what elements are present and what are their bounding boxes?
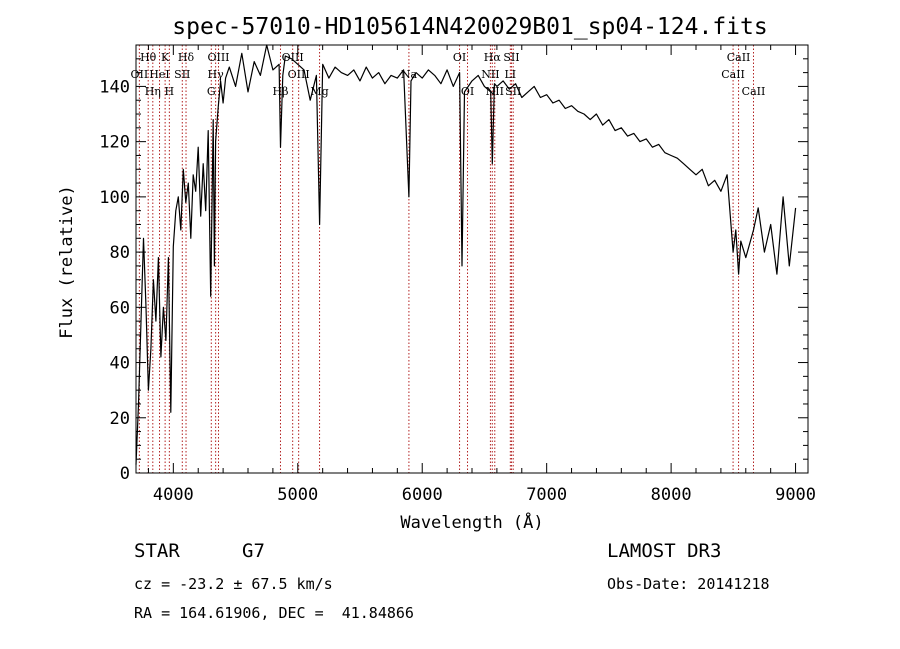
line-id-label: CaII (742, 85, 766, 98)
line-id-label: CaII (727, 51, 751, 64)
flux-line (135, 44, 797, 465)
line-id-label: CaII (721, 68, 745, 81)
line-id-label: NII (481, 68, 499, 81)
y-tick-label: 40 (110, 354, 130, 374)
y-tick-label: 120 (99, 133, 130, 153)
plot-frame (135, 44, 809, 474)
line-id-label: OIII (207, 51, 229, 64)
object-subclass: G7 (242, 540, 265, 562)
y-tick-label: 0 (120, 464, 130, 484)
line-id-label: Hγ (208, 68, 225, 81)
object-class: STAR (134, 540, 180, 562)
x-tick-label: 4000 (153, 485, 194, 505)
line-id-label: Hβ (273, 85, 289, 98)
line-id-label: SII (503, 51, 519, 64)
coordinates-text: RA = 164.61906, DEC = 41.84866 (134, 604, 414, 622)
line-id-label: LI (505, 68, 517, 81)
line-id-label: K (161, 51, 170, 64)
x-axis-label: Wavelength (Å) (400, 511, 543, 533)
x-tick-label: 9000 (775, 485, 816, 505)
line-id-label: SII (174, 68, 190, 81)
line-id-label: Hα (484, 51, 502, 64)
line-id-label: OII (131, 68, 149, 81)
x-tick-label: 6000 (402, 485, 443, 505)
line-id-label: H (165, 85, 175, 98)
survey-name: LAMOST DR3 (607, 540, 722, 562)
y-tick-label: 140 (99, 77, 130, 97)
y-tick-label: 20 (110, 409, 130, 429)
x-axis: 4000 5000 6000 7000 8000 9000 (147, 45, 816, 505)
line-id-label: Mg (310, 85, 328, 98)
y-axis-label: Flux (relative) (57, 185, 77, 339)
line-id-label: Hθ (140, 51, 157, 64)
x-tick-label: 7000 (526, 485, 567, 505)
x-tick-label: 5000 (277, 485, 318, 505)
line-id-label: Hδ (178, 51, 195, 64)
observation-date: Obs-Date: 20141218 (607, 575, 770, 593)
line-markers (138, 45, 754, 473)
y-tick-label: 100 (99, 188, 130, 208)
spectrum-series (135, 44, 797, 465)
y-axis: 0 20 40 60 80 100 120 140 (99, 58, 808, 484)
line-id-label: HeI (149, 68, 169, 81)
line-id-label: OI (453, 51, 466, 64)
y-tick-label: 80 (110, 243, 130, 263)
line-id-label: Hη (145, 85, 161, 98)
line-id-label: G (207, 85, 216, 98)
x-tick-label: 8000 (651, 485, 692, 505)
redshift-text: cz = -23.2 ± 67.5 km/s (134, 575, 333, 593)
chart-title: spec-57010-HD105614N420029B01_sp04-124.f… (172, 14, 767, 40)
y-tick-label: 60 (110, 298, 130, 318)
